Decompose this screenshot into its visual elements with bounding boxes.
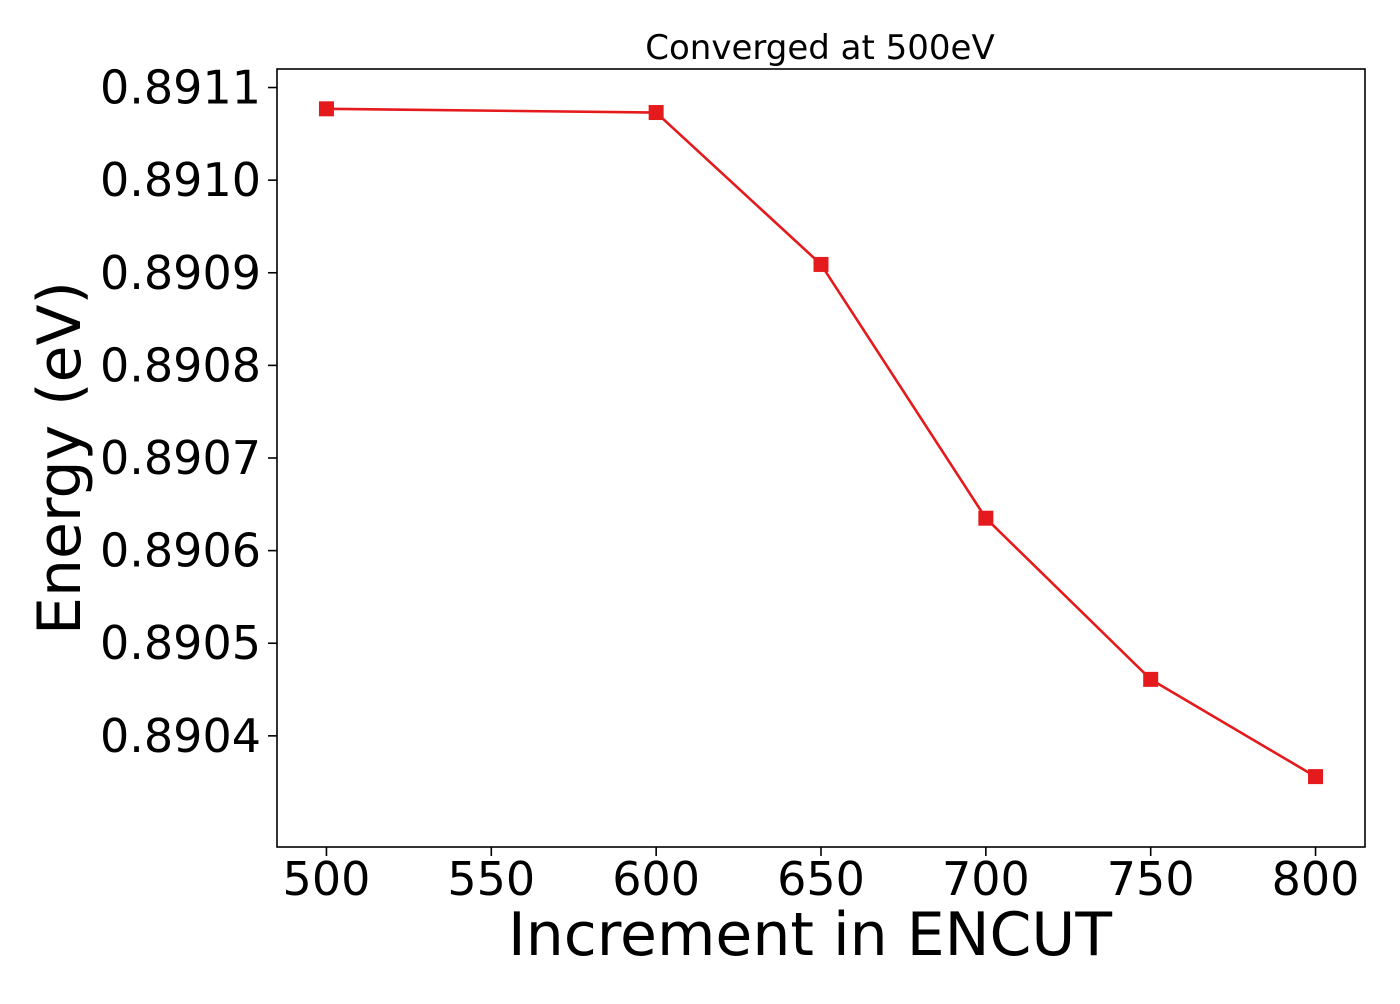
x-tick-label: 600 [612,852,700,906]
y-tick-label: 0.8910 [100,153,261,207]
y-axis-ticks: 0.8904 0.8905 0.8906 0.8907 0.8908 0.8909 0.89… [100,61,277,763]
x-tick-label: 700 [942,852,1030,906]
y-tick-label: 0.8909 [100,246,261,300]
x-tick-label: 750 [1107,852,1195,906]
x-tick-label: 550 [447,852,535,906]
y-tick-label: 0.8905 [100,616,261,670]
chart-title: Converged at 500eV [645,28,994,68]
y-tick-label: 0.8904 [100,709,261,763]
data-point-marker [813,256,829,272]
series-group [318,101,1324,785]
data-point-marker [978,510,994,526]
series-line [326,107,1317,778]
x-tick-label: 800 [1272,852,1360,906]
x-axis-ticks: 500 550 600 650 700 750 800 [283,847,1360,906]
y-tick-label: 0.8906 [100,524,261,578]
data-point-marker [1308,769,1324,785]
y-axis-label: Energy (eV) [25,281,95,635]
y-tick-label: 0.8907 [100,431,261,485]
y-tick-label: 0.8908 [100,338,261,392]
x-axis-label: Increment in ENCUT [508,900,1112,970]
data-point-marker [648,105,664,121]
data-point-marker [1143,671,1159,687]
x-tick-label: 500 [283,852,371,906]
x-tick-label: 650 [777,852,865,906]
data-point-marker [318,101,334,117]
axes: 500 550 600 650 700 750 800 0.8904 0.8905 0.8906… [100,61,1366,906]
y-tick-label: 0.8911 [100,61,261,115]
